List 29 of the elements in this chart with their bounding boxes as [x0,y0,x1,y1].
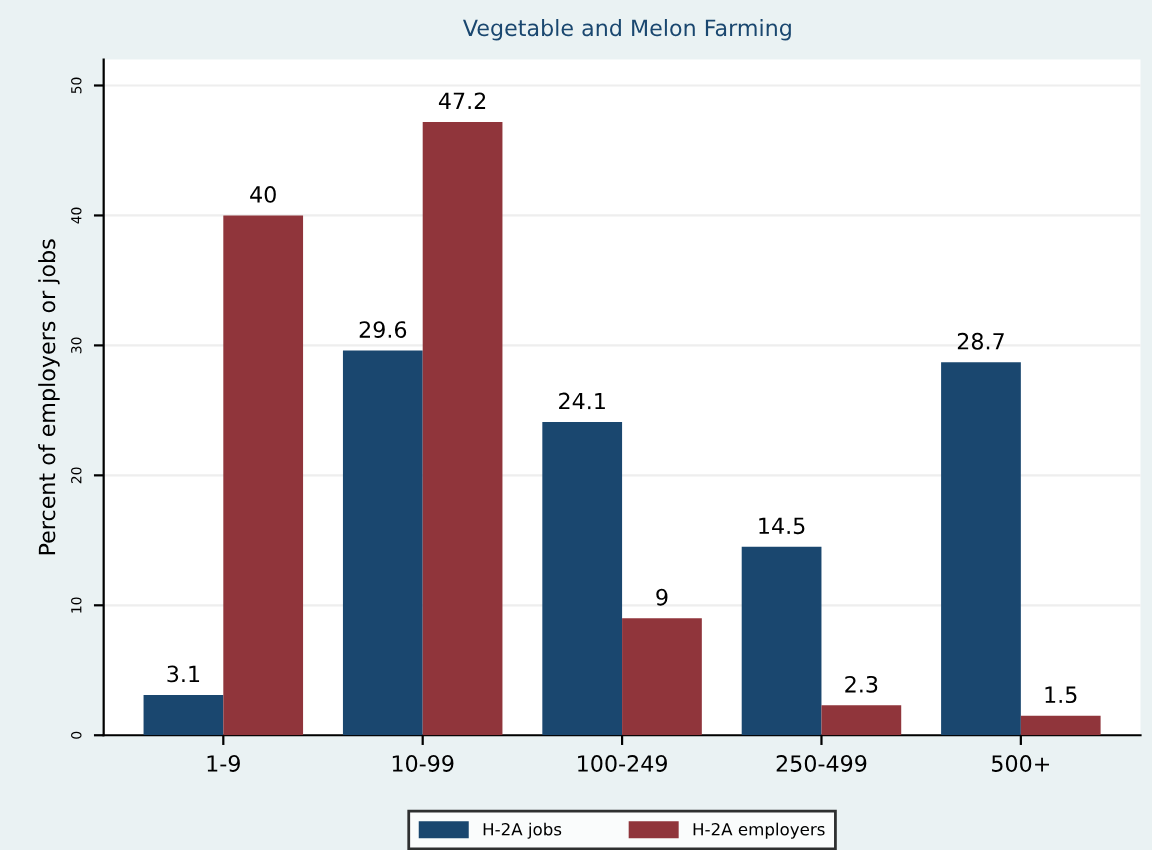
x-tick-label: 500+ [992,755,1050,772]
bar [143,694,224,736]
bar [741,546,822,736]
x-tick-label: 1-9 [207,755,240,772]
chart-title: Vegetable and Melon Farming [462,19,791,41]
x-tick-label: 10-99 [392,755,454,772]
bar [941,362,1021,736]
data-label: 40 [250,185,276,203]
data-label: 24.1 [559,392,605,410]
bar [821,705,902,736]
legend-label: H-2A jobs [483,822,562,839]
bar [542,422,623,736]
data-label: 14.5 [759,517,805,535]
data-label: 47.2 [438,92,486,109]
data-label: 3.1 [167,665,200,683]
bar [1020,715,1101,736]
data-label: 28.7 [957,332,1004,350]
data-label: 1.5 [1045,686,1077,704]
bar [342,350,423,736]
legend-label: H-2A employers [693,822,825,839]
y-axis-title: Percent of employers or jobs [38,239,60,555]
data-label: 29.6 [359,321,407,338]
x-tick-label: 100-249 [578,755,667,772]
bar [422,121,503,736]
data-label: 2.3 [845,675,878,693]
data-label: 9 [656,588,668,606]
x-tick-label: 250-499 [776,755,867,772]
bar [223,215,304,736]
bar [622,618,702,736]
